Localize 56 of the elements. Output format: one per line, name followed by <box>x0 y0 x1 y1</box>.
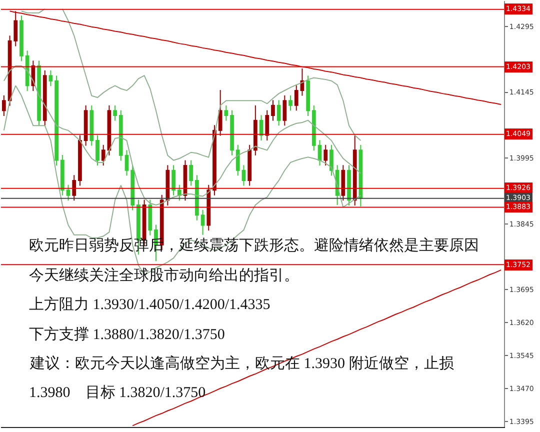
candlestick <box>288 94 292 112</box>
candlestick <box>124 150 129 176</box>
candlestick <box>177 184 182 202</box>
candlestick <box>312 104 316 152</box>
candlestick <box>148 199 152 236</box>
candlestick <box>259 114 264 142</box>
candlestick <box>236 144 240 176</box>
candlestick <box>172 164 176 196</box>
line-series <box>9 10 502 106</box>
annotation: 上方阻力 1.3930/1.4050/1.4200/1.4335 <box>29 296 270 313</box>
candlestick <box>352 134 357 206</box>
candlestick <box>66 184 70 202</box>
candlestick <box>265 110 270 142</box>
candlestick <box>253 104 258 156</box>
candlestick <box>206 184 211 231</box>
candlestick <box>54 75 58 166</box>
candlestick <box>37 60 41 126</box>
candlestick <box>130 164 135 211</box>
candlestick <box>318 140 322 166</box>
candlestick <box>230 110 234 156</box>
candlestick <box>48 70 53 87</box>
line-series <box>3 65 362 206</box>
annotation: 今天继续关注全球股市动向给出的指引。 <box>29 267 299 284</box>
candlestick <box>25 50 30 92</box>
candlestick <box>90 104 94 146</box>
candlestick <box>218 90 222 136</box>
candlestick <box>248 144 252 186</box>
candlestick <box>14 10 18 47</box>
candlestick <box>101 144 106 166</box>
candlestick <box>242 164 246 186</box>
candlestick <box>341 164 346 202</box>
candlestick <box>300 68 304 96</box>
candlestick <box>347 164 351 206</box>
candlestick <box>113 104 117 122</box>
candlestick <box>189 160 194 186</box>
candlestick <box>96 134 100 166</box>
candlestick <box>224 104 228 122</box>
candlestick <box>324 144 328 166</box>
candlestick <box>271 100 275 122</box>
candlestick <box>276 100 281 126</box>
candlestick <box>72 174 76 202</box>
candlestick <box>200 209 205 236</box>
candlestick <box>42 70 47 126</box>
candlestick <box>306 75 310 116</box>
annotation: 1.3980 目标 1.3820/1.3750 <box>29 384 206 401</box>
candlestick <box>60 154 64 196</box>
candlestick <box>294 84 298 112</box>
candlestick <box>118 110 123 162</box>
annotation: 下方支撑 1.3880/1.3820/1.3750 <box>29 326 225 343</box>
candlestick <box>2 94 6 116</box>
candlestick <box>282 94 287 126</box>
candlestick <box>330 144 334 176</box>
candlestick <box>195 174 199 221</box>
candlestick <box>84 104 88 146</box>
candlestick <box>78 134 82 186</box>
candlestick <box>20 14 24 62</box>
